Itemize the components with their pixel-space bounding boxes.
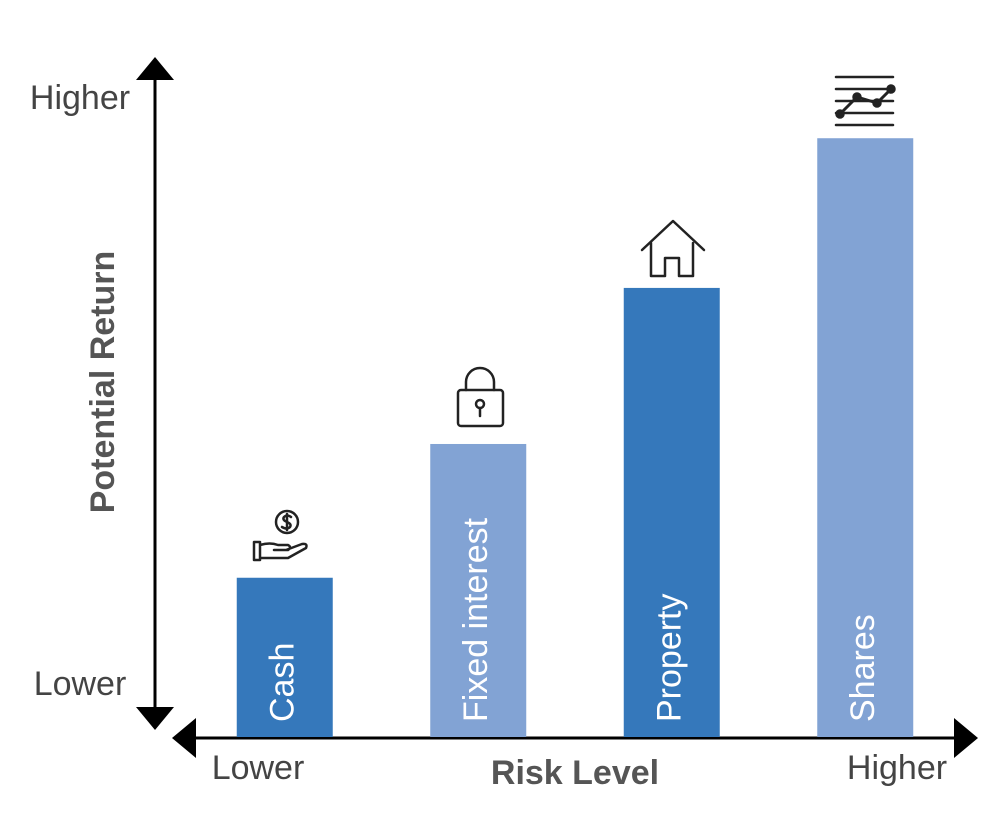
bar	[623, 287, 720, 737]
house-icon	[640, 219, 706, 278]
category-label: Cash	[264, 643, 302, 722]
axes	[136, 57, 978, 758]
bar	[430, 443, 527, 737]
category-label: Fixed interest	[457, 517, 495, 722]
bar	[817, 138, 914, 738]
x-arrow-left	[172, 718, 196, 758]
lock-icon	[456, 366, 505, 428]
cash-icon	[252, 509, 308, 562]
x-arrow-right	[954, 718, 978, 758]
y-tick-label: Lower	[34, 665, 127, 703]
shares-icon	[834, 75, 896, 127]
category-label: Shares	[844, 614, 882, 722]
y-axis-title: Potential Return	[84, 251, 122, 514]
y-tick-label: Higher	[30, 79, 130, 117]
category-label: Property	[651, 594, 689, 723]
y-arrow-up	[136, 57, 174, 80]
x-axis-title: Risk Level	[491, 754, 659, 792]
x-end-label: Higher	[847, 749, 947, 787]
x-end-label: Lower	[212, 749, 305, 787]
bar	[236, 577, 333, 737]
y-arrow-down	[136, 707, 174, 730]
